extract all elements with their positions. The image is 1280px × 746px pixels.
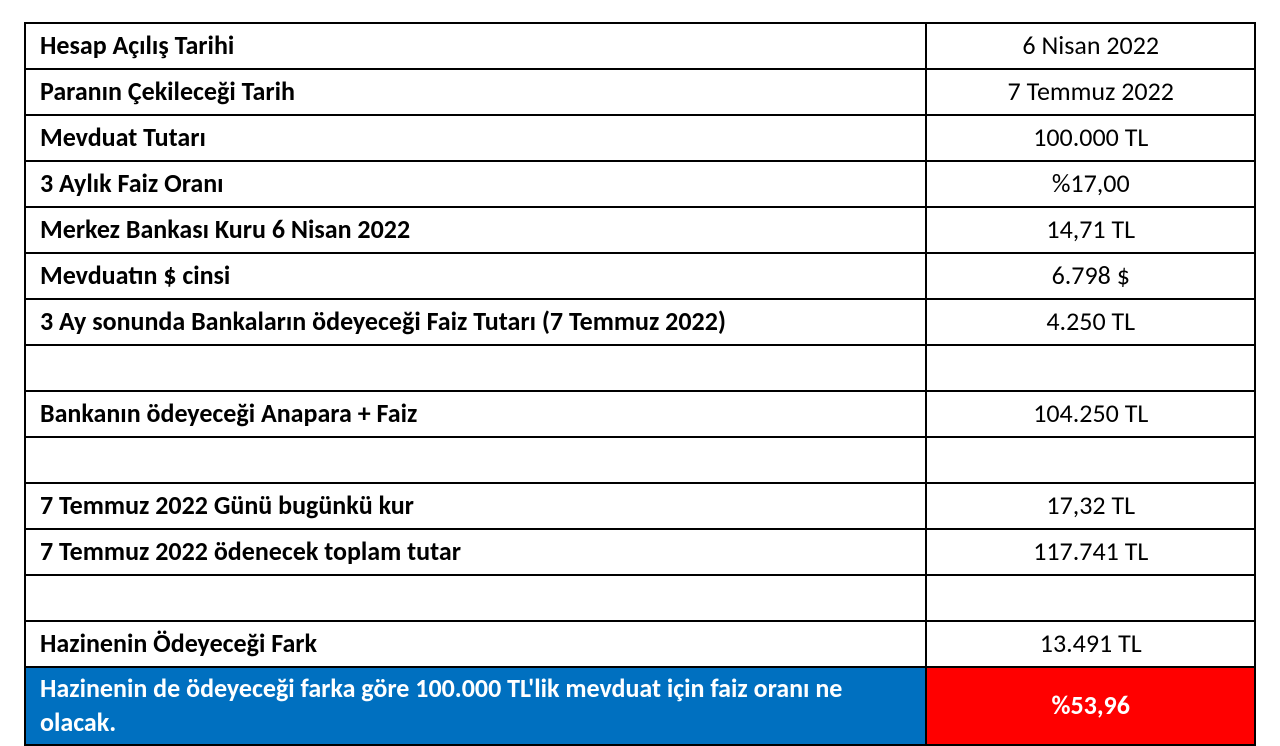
- row-value: [926, 345, 1255, 391]
- row-label: Mevduatın $ cinsi: [25, 253, 926, 299]
- row-value: [926, 575, 1255, 621]
- row-value: 4.250 TL: [926, 299, 1255, 345]
- table-row: Paranın Çekileceği Tarih 7 Temmuz 2022: [25, 69, 1255, 115]
- table-row: 3 Ay sonunda Bankaların ödeyeceği Faiz T…: [25, 299, 1255, 345]
- table-row: Merkez Bankası Kuru 6 Nisan 2022 14,71 T…: [25, 207, 1255, 253]
- row-label: Paranın Çekileceği Tarih: [25, 69, 926, 115]
- row-label: Merkez Bankası Kuru 6 Nisan 2022: [25, 207, 926, 253]
- row-label: [25, 575, 926, 621]
- row-label: Bankanın ödeyeceği Anapara + Faiz: [25, 391, 926, 437]
- row-value: 117.741 TL: [926, 529, 1255, 575]
- row-value: 6 Nisan 2022: [926, 23, 1255, 69]
- table-row: 7 Temmuz 2022 ödenecek toplam tutar 117.…: [25, 529, 1255, 575]
- row-label: 7 Temmuz 2022 Günü bugünkü kur: [25, 483, 926, 529]
- row-value: %17,00: [926, 161, 1255, 207]
- empty-row: [25, 437, 1255, 483]
- final-value: %53,96: [926, 667, 1255, 745]
- row-value: 17,32 TL: [926, 483, 1255, 529]
- final-label: Hazinenin de ödeyeceği farka göre 100.00…: [25, 667, 926, 745]
- row-value: 14,71 TL: [926, 207, 1255, 253]
- table-row: Hesap Açılış Tarihi 6 Nisan 2022: [25, 23, 1255, 69]
- row-label: Hazinenin Ödeyeceği Fark: [25, 621, 926, 667]
- empty-row: [25, 345, 1255, 391]
- deposit-calculation-table: Hesap Açılış Tarihi 6 Nisan 2022 Paranın…: [24, 22, 1256, 746]
- row-value: 6.798 $: [926, 253, 1255, 299]
- table-row: Hazinenin Ödeyeceği Fark 13.491 TL: [25, 621, 1255, 667]
- row-value: 104.250 TL: [926, 391, 1255, 437]
- row-label: Mevduat Tutarı: [25, 115, 926, 161]
- table-row: 7 Temmuz 2022 Günü bugünkü kur 17,32 TL: [25, 483, 1255, 529]
- final-row: Hazinenin de ödeyeceği farka göre 100.00…: [25, 667, 1255, 745]
- row-label: 3 Ay sonunda Bankaların ödeyeceği Faiz T…: [25, 299, 926, 345]
- row-value: 13.491 TL: [926, 621, 1255, 667]
- row-label: [25, 437, 926, 483]
- row-value: 7 Temmuz 2022: [926, 69, 1255, 115]
- table-row: Mevduatın $ cinsi 6.798 $: [25, 253, 1255, 299]
- row-label: Hesap Açılış Tarihi: [25, 23, 926, 69]
- row-value: [926, 437, 1255, 483]
- row-label: [25, 345, 926, 391]
- empty-row: [25, 575, 1255, 621]
- row-label: 7 Temmuz 2022 ödenecek toplam tutar: [25, 529, 926, 575]
- row-label: 3 Aylık Faiz Oranı: [25, 161, 926, 207]
- table-row: Mevduat Tutarı 100.000 TL: [25, 115, 1255, 161]
- row-value: 100.000 TL: [926, 115, 1255, 161]
- table-row: Bankanın ödeyeceği Anapara + Faiz 104.25…: [25, 391, 1255, 437]
- table-row: 3 Aylık Faiz Oranı %17,00: [25, 161, 1255, 207]
